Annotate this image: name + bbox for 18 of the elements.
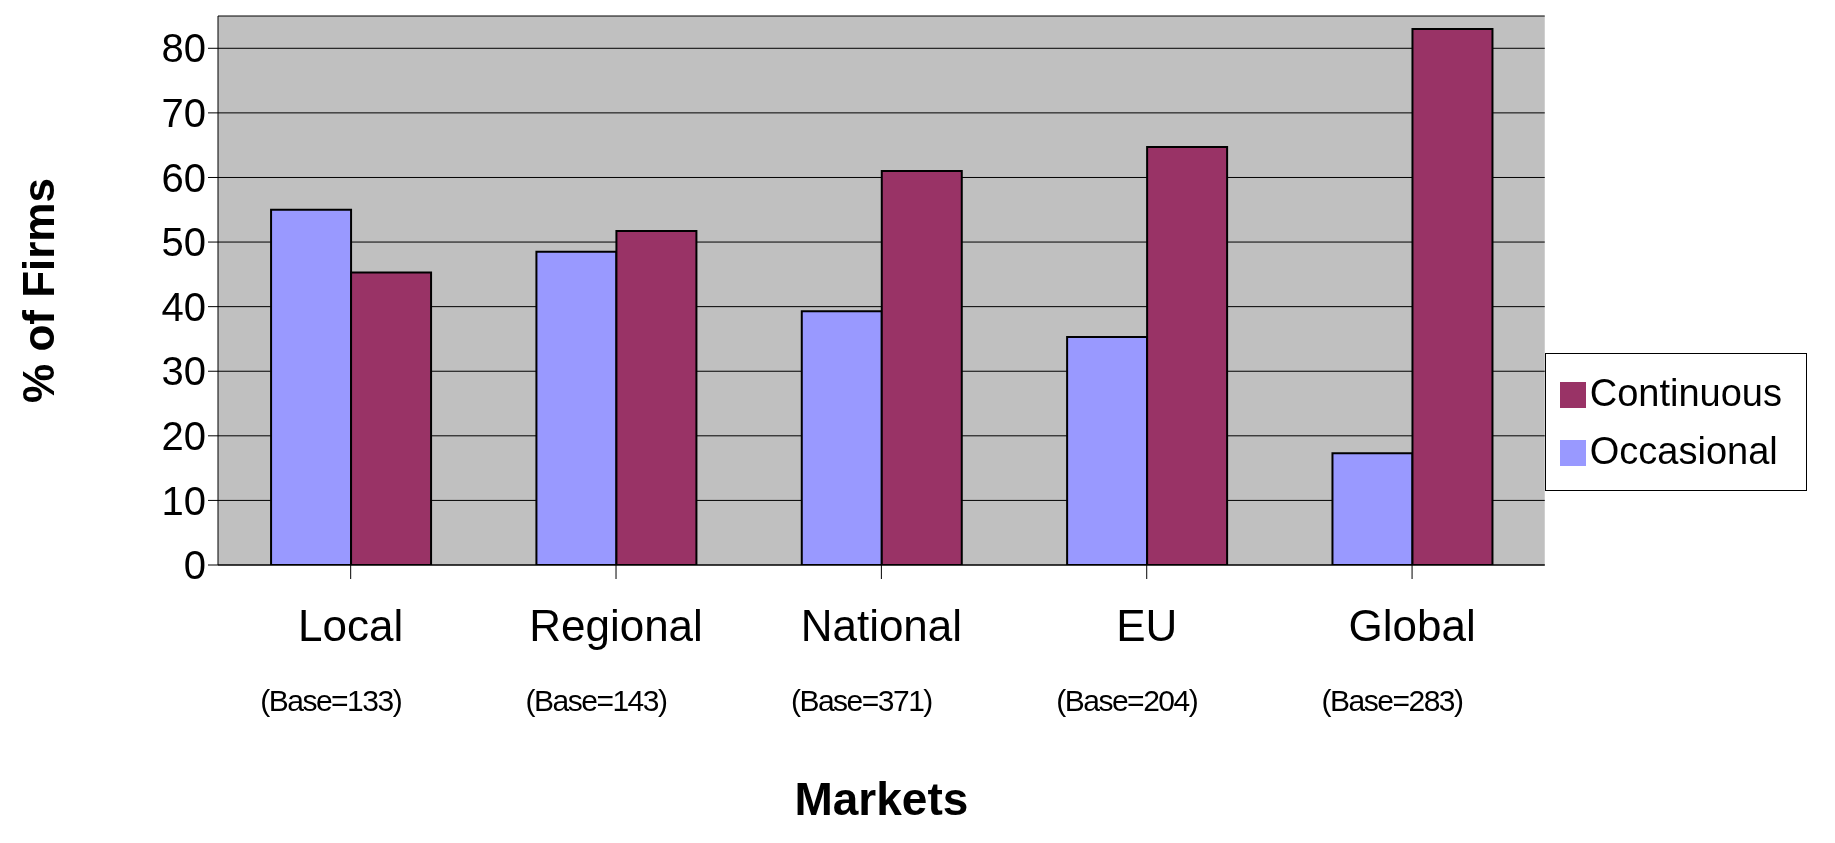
x-tick-label: Regional (Base=143) — [525, 601, 703, 717]
y-tick-label: 60 — [161, 155, 206, 200]
legend-label: Occasional — [1589, 429, 1778, 472]
legend-label: Continuous — [1589, 371, 1782, 414]
y-tick-label: 70 — [161, 91, 206, 136]
y-tick-label: 0 — [183, 543, 206, 588]
y-axis-title: % of Firms — [13, 178, 63, 403]
x-tick-label: Global (Base=283) — [1321, 601, 1476, 717]
y-tick-label: 20 — [161, 414, 206, 459]
y-tick-label: 50 — [161, 220, 206, 265]
x-axis-title: Markets — [794, 773, 969, 825]
y-tick-label: 40 — [161, 284, 206, 329]
x-tick-label: EU (Base=204) — [1056, 601, 1198, 717]
x-tick-label: Local (Base=133) — [260, 601, 404, 717]
x-tick-label: National (Base=371) — [790, 601, 963, 717]
y-tick-label: 10 — [161, 478, 206, 523]
y-tick-label: 30 — [161, 349, 206, 394]
y-tick-label: 80 — [161, 26, 206, 71]
